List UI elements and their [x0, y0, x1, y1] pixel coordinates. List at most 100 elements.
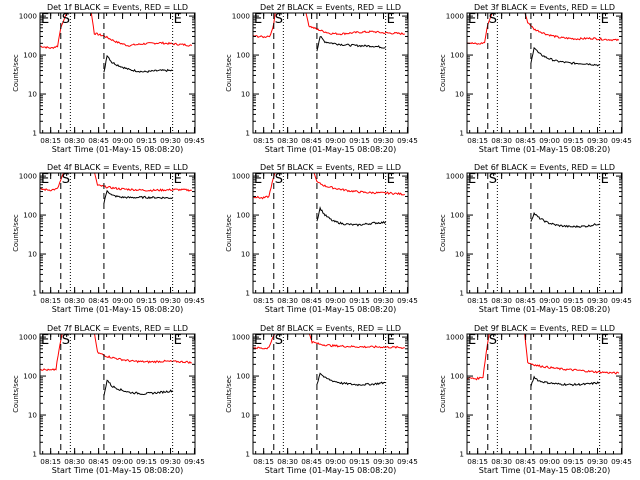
series-line-events — [530, 46, 600, 67]
marker-label: S — [489, 172, 497, 187]
y-axis-label: Counts/sec — [12, 54, 20, 92]
x-tick-label: 08:45 — [301, 457, 322, 466]
x-tick-label: 08:15 — [40, 136, 61, 145]
y-tick-label: 1 — [459, 450, 464, 459]
x-tick-label: 09:15 — [136, 296, 157, 305]
x-tick-label: 08:45 — [515, 136, 536, 145]
marker-label: S — [62, 12, 70, 27]
series-line-lld — [253, 334, 405, 350]
marker-label: E — [174, 333, 182, 348]
y-tick-label: 1000 — [446, 172, 465, 181]
x-tick-label: 08:45 — [88, 136, 109, 145]
series-line-events — [103, 54, 173, 73]
x-tick-label: 09:45 — [184, 457, 205, 466]
x-tick-label: 08:30 — [64, 457, 85, 466]
x-tick-label: 09:15 — [136, 136, 157, 145]
x-tick-label: 08:15 — [253, 457, 274, 466]
x-tick-label: 09:15 — [349, 136, 370, 145]
plot-frame — [39, 333, 196, 455]
x-tick-label: 09:15 — [136, 457, 157, 466]
y-axis-label: Counts/sec — [12, 214, 20, 252]
x-tick-label: 09:00 — [539, 296, 560, 305]
x-tick-label: 08:15 — [253, 296, 274, 305]
series-line-events — [530, 211, 600, 229]
x-tick-label: 09:15 — [563, 136, 584, 145]
y-tick-label: 1 — [245, 450, 250, 459]
y-tick-label: 10 — [28, 250, 38, 259]
x-tick-label: 09:30 — [160, 457, 181, 466]
marker-label: E — [41, 333, 49, 348]
x-axis-label: Start Time (01-May-15 08:08:20) — [265, 466, 396, 475]
y-tick-label: 1 — [459, 289, 464, 298]
y-axis-label: Counts/sec — [225, 214, 233, 252]
y-axis-label: Counts/sec — [225, 375, 233, 413]
x-tick-label: 08:45 — [515, 296, 536, 305]
series-line-lld — [253, 173, 406, 200]
y-tick-label: 1 — [32, 129, 37, 138]
series-line-lld — [253, 13, 405, 39]
marker-label: S — [62, 172, 70, 187]
x-tick-label: 09:45 — [184, 136, 205, 145]
x-tick-label: 09:30 — [373, 296, 394, 305]
y-tick-label: 1000 — [446, 333, 465, 342]
series-line-events — [103, 189, 173, 204]
y-axis-label: Counts/sec — [439, 214, 447, 252]
marker-label: E — [254, 172, 262, 187]
series-line-events — [530, 375, 600, 387]
x-tick-label: 08:30 — [277, 136, 298, 145]
y-tick-label: 1 — [32, 450, 37, 459]
x-tick-label: 08:15 — [467, 136, 488, 145]
x-tick-label: 08:45 — [301, 296, 322, 305]
x-tick-label: 09:30 — [587, 136, 608, 145]
x-tick-label: 09:00 — [325, 136, 346, 145]
x-tick-label: 08:15 — [40, 457, 61, 466]
x-axis-label: Start Time (01-May-15 08:08:20) — [479, 305, 610, 314]
y-tick-label: 1000 — [232, 12, 251, 21]
marker-label: E — [468, 333, 476, 348]
y-tick-label: 10 — [455, 411, 465, 420]
marker-label: E — [468, 172, 476, 187]
x-tick-label: 09:15 — [563, 296, 584, 305]
x-tick-label: 08:30 — [277, 296, 298, 305]
chart-title: Det 9f BLACK = Events, RED = LLD — [474, 324, 615, 333]
chart-title: Det 8f BLACK = Events, RED = LLD — [260, 324, 401, 333]
y-tick-label: 10 — [28, 411, 38, 420]
plot-frame — [39, 12, 196, 134]
plot-frame — [39, 172, 196, 294]
marker-label: E — [601, 172, 609, 187]
x-tick-label: 08:45 — [515, 457, 536, 466]
y-tick-label: 1000 — [19, 333, 38, 342]
marker-label: E — [468, 12, 476, 27]
chart-title: Det 5f BLACK = Events, RED = LLD — [260, 163, 401, 172]
x-axis-label: Start Time (01-May-15 08:08:20) — [52, 466, 183, 475]
plot-frame — [252, 12, 409, 134]
marker-label: S — [489, 333, 497, 348]
x-tick-label: 08:30 — [64, 296, 85, 305]
marker-label: S — [275, 333, 283, 348]
y-tick-label: 10 — [455, 250, 465, 259]
x-tick-label: 08:15 — [467, 296, 488, 305]
marker-label: E — [601, 12, 609, 27]
series-line-lld — [467, 13, 620, 45]
x-tick-label: 09:45 — [397, 296, 418, 305]
plot-frame — [252, 333, 409, 455]
x-tick-label: 08:15 — [253, 136, 274, 145]
marker-label: E — [387, 333, 395, 348]
x-tick-label: 08:30 — [277, 457, 298, 466]
x-tick-label: 08:15 — [40, 296, 61, 305]
chart-title: Det 7f BLACK = Events, RED = LLD — [47, 324, 188, 333]
x-tick-label: 09:30 — [160, 136, 181, 145]
x-tick-label: 09:30 — [373, 136, 394, 145]
marker-label: E — [174, 12, 182, 27]
x-tick-label: 09:00 — [325, 296, 346, 305]
plot-frame — [466, 172, 623, 294]
marker-label: E — [41, 12, 49, 27]
marker-label: E — [601, 333, 609, 348]
